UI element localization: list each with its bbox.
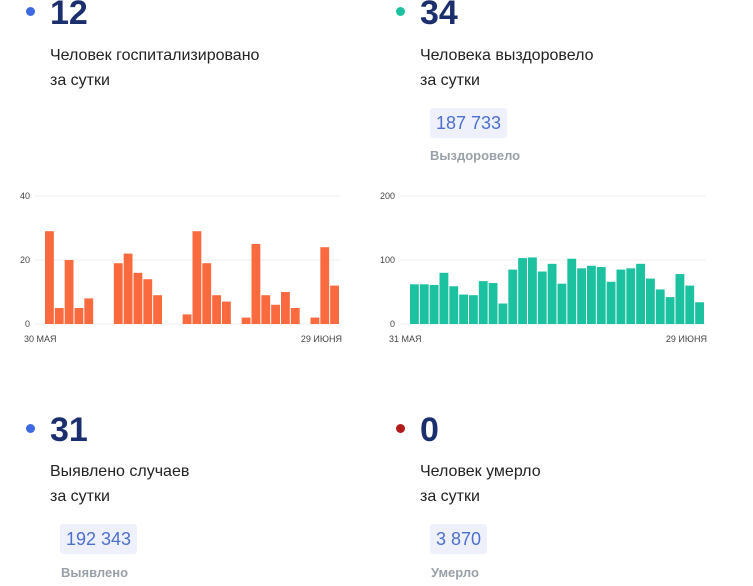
bar — [192, 231, 202, 324]
detected-value: 31 — [50, 411, 88, 449]
bar — [587, 265, 596, 324]
bar — [123, 253, 133, 324]
bar — [577, 268, 586, 324]
bar — [320, 247, 330, 324]
bar — [419, 284, 429, 324]
died-label-line2: за сутки — [420, 488, 480, 505]
bar — [202, 263, 212, 324]
bar — [271, 304, 280, 324]
bar — [281, 292, 290, 324]
bar — [528, 257, 537, 324]
died-label-line1: Человек умерло — [420, 463, 541, 480]
bar — [508, 269, 518, 324]
hospitalized-value: 12 — [50, 0, 88, 32]
bar — [557, 283, 567, 324]
bar — [606, 281, 616, 324]
bar — [429, 284, 439, 324]
y-tick-label: 200 — [380, 191, 395, 201]
bar — [655, 289, 665, 324]
died-caption: Умерло — [431, 565, 479, 580]
bar — [626, 268, 636, 324]
bar — [330, 285, 339, 324]
died-value: 0 — [420, 411, 439, 449]
recovered-label-line2: за сутки — [420, 72, 480, 89]
bar — [665, 297, 675, 324]
bar — [64, 260, 74, 324]
recovered-chart: 200 100 0 31 МАЯ 29 ИЮНЯ — [380, 191, 707, 344]
bar — [153, 295, 162, 324]
recovered-value: 34 — [420, 0, 458, 32]
recovered-label-line1: Человека выздоровело — [420, 47, 594, 64]
detected-label-line1: Выявлено случаев — [50, 463, 190, 480]
recovered-dot — [396, 7, 405, 16]
bar — [74, 308, 84, 324]
hospitalized-dot — [26, 7, 35, 16]
bar — [478, 281, 488, 324]
bar — [646, 278, 655, 324]
bar — [469, 295, 478, 324]
x-end-label: 29 ИЮНЯ — [301, 334, 342, 344]
detected-label: Выявлено случаев за сутки — [50, 459, 189, 509]
bar — [537, 271, 547, 324]
bar — [547, 263, 557, 324]
bar — [449, 286, 459, 324]
detected-total-badge: 192 343 — [60, 524, 138, 554]
bar — [241, 317, 251, 324]
recovered-label: Человека выздоровело за сутки — [420, 43, 593, 93]
bar — [84, 298, 94, 324]
recovered-total-badge: 187 733 — [430, 108, 508, 138]
bar — [439, 272, 449, 324]
x-end-label: 29 ИЮНЯ — [666, 334, 707, 344]
bar — [310, 317, 320, 324]
bar — [695, 302, 704, 324]
bar — [182, 314, 192, 324]
bar — [675, 274, 685, 324]
hospitalized-label: Человек госпитализировано за сутки — [50, 43, 259, 93]
bar — [498, 303, 508, 324]
bar — [488, 283, 498, 324]
bar — [616, 269, 626, 324]
hospitalized-label-line2: за сутки — [50, 72, 110, 89]
bar — [567, 258, 577, 324]
bar — [410, 284, 419, 324]
y-tick-label: 0 — [25, 319, 30, 329]
x-start-label: 30 МАЯ — [24, 334, 57, 344]
detected-caption: Выявлено — [61, 565, 129, 580]
bar — [261, 295, 271, 324]
detected-label-line2: за сутки — [50, 488, 110, 505]
bar — [459, 294, 468, 324]
detected-dot — [26, 424, 35, 433]
died-label: Человек умерло за сутки — [420, 459, 541, 509]
bar — [222, 301, 231, 324]
bar — [636, 263, 645, 324]
bar — [143, 279, 153, 324]
died-dot — [396, 424, 405, 433]
bar — [290, 308, 300, 324]
recovered-caption: Выздоровело — [430, 148, 521, 163]
bar — [596, 267, 606, 324]
y-tick-label: 40 — [20, 191, 30, 201]
bar — [54, 308, 64, 324]
bar — [518, 258, 527, 324]
bar — [212, 295, 221, 324]
hospitalized-label-line1: Человек госпитализировано — [50, 47, 260, 64]
y-tick-label: 100 — [380, 255, 395, 265]
y-tick-label: 0 — [390, 319, 395, 329]
y-tick-label: 20 — [20, 255, 30, 265]
bar — [685, 285, 695, 324]
hospitalized-chart: 40 20 0 30 МАЯ 29 ИЮНЯ — [20, 191, 342, 344]
bar — [113, 263, 123, 324]
bar — [45, 231, 54, 324]
x-start-label: 31 МАЯ — [389, 334, 422, 344]
bar — [133, 272, 143, 324]
bar — [251, 244, 261, 324]
died-total-badge: 3 870 — [430, 524, 488, 554]
